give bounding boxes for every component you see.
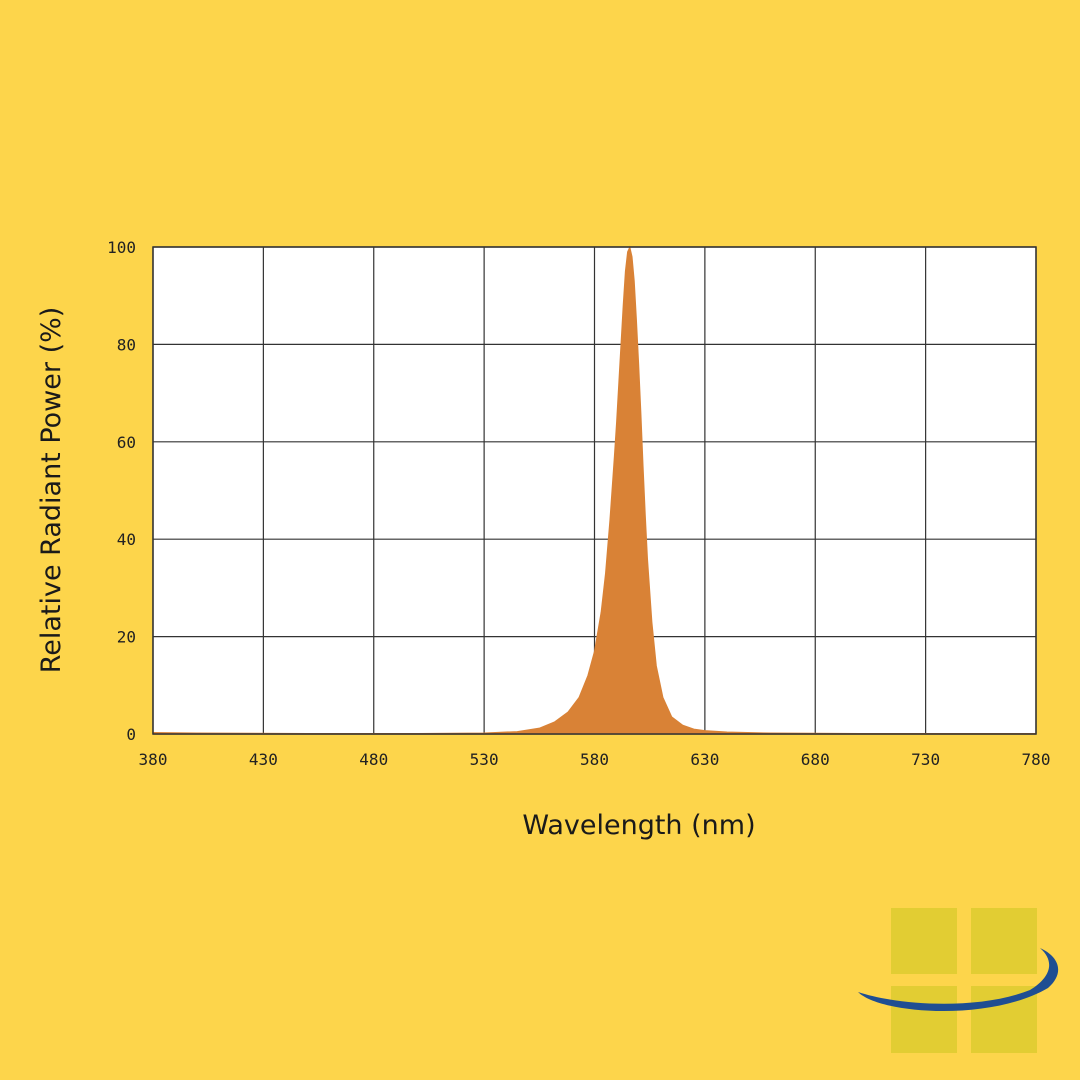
x-tick-label: 430 <box>249 750 278 769</box>
plot-border <box>152 246 1037 735</box>
x-tick-label: 380 <box>139 750 168 769</box>
x-tick-label: 480 <box>359 750 388 769</box>
y-axis-ticks: 0 20 40 60 80 100 <box>107 238 136 744</box>
x-tick-label: 530 <box>470 750 499 769</box>
y-tick-label: 100 <box>107 238 136 257</box>
x-tick-label: 680 <box>801 750 830 769</box>
logo-square-tl <box>891 908 957 974</box>
x-tick-label: 780 <box>1022 750 1051 769</box>
spectrum-area <box>152 245 1037 735</box>
y-tick-label: 20 <box>117 628 136 647</box>
y-tick-label: 0 <box>126 725 136 744</box>
x-axis-label: Wavelength (nm) <box>522 810 755 841</box>
y-axis-label: Relative Radiant Power (%) <box>36 307 67 674</box>
y-tick-label: 80 <box>117 335 136 354</box>
x-tick-label: 630 <box>690 750 719 769</box>
window-swoosh-logo <box>858 908 1059 1053</box>
x-tick-label: 730 <box>911 750 940 769</box>
y-tick-label: 40 <box>117 530 136 549</box>
x-tick-label: 580 <box>580 750 609 769</box>
x-axis-ticks: 380 430 480 530 580 630 680 730 780 <box>139 750 1051 769</box>
y-tick-label: 60 <box>117 433 136 452</box>
logo-square-tr <box>971 908 1037 974</box>
logo-square-bl <box>891 986 957 1053</box>
